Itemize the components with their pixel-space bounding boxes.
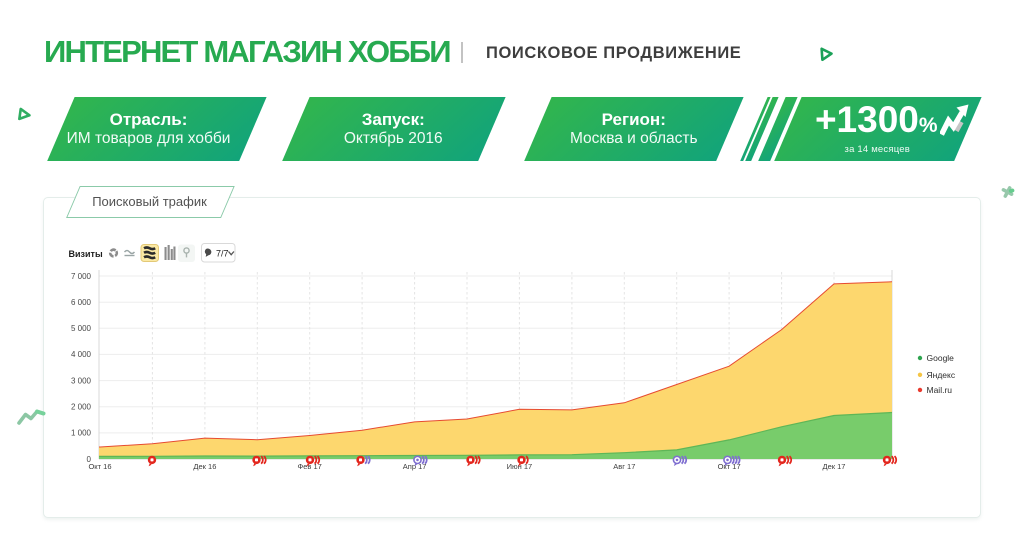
svg-text:Июн 17: Июн 17	[507, 462, 533, 471]
svg-text:7 000: 7 000	[71, 272, 92, 281]
svg-text:2 000: 2 000	[71, 403, 92, 412]
svg-text:Авг 17: Авг 17	[613, 462, 635, 471]
svg-text:Окт 16: Окт 16	[88, 462, 111, 471]
svg-text:4 000: 4 000	[71, 350, 92, 359]
svg-text:3 000: 3 000	[71, 376, 92, 385]
svg-text:Апр 17: Апр 17	[403, 462, 427, 471]
svg-text:Дек 16: Дек 16	[193, 462, 216, 471]
svg-text:1 000: 1 000	[71, 429, 92, 438]
svg-text:5 000: 5 000	[71, 324, 92, 333]
svg-text:0: 0	[87, 455, 92, 464]
svg-text:Фев 17: Фев 17	[298, 462, 322, 471]
svg-text:Дек 17: Дек 17	[823, 462, 846, 471]
svg-text:6 000: 6 000	[71, 298, 92, 307]
svg-text:Окт 17: Окт 17	[718, 462, 741, 471]
svg-text:7/7: 7/7	[216, 249, 229, 259]
svg-text:Яндекс: Яндекс	[927, 370, 956, 380]
svg-text:Google: Google	[927, 353, 955, 363]
svg-text:Mail.ru: Mail.ru	[927, 385, 953, 395]
